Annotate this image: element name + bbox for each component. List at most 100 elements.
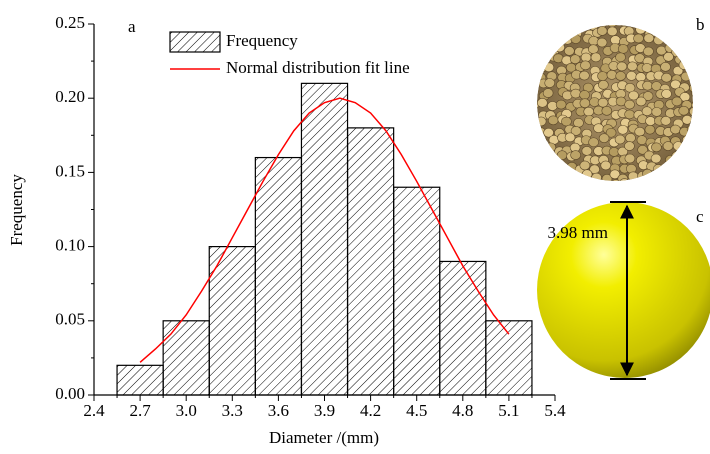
seed — [564, 25, 576, 26]
seed — [682, 162, 693, 173]
seed — [547, 115, 559, 126]
seed — [689, 83, 693, 93]
seed — [543, 62, 555, 73]
seed — [691, 134, 693, 145]
seed — [545, 142, 557, 153]
seed — [689, 106, 693, 117]
seed — [692, 172, 693, 181]
seed — [672, 171, 684, 181]
seed — [678, 105, 690, 116]
seed — [660, 62, 671, 72]
seed — [591, 172, 602, 181]
seed — [660, 115, 672, 126]
seed — [664, 43, 676, 53]
seed — [665, 36, 676, 46]
seed — [525, 34, 535, 43]
x-tick-label: 5.1 — [498, 401, 519, 420]
seed — [535, 182, 545, 191]
seed — [554, 26, 566, 37]
seed — [596, 26, 608, 36]
seed — [642, 168, 653, 179]
seed — [562, 28, 573, 39]
seed — [537, 109, 538, 119]
seed — [542, 88, 554, 98]
seed — [570, 173, 582, 181]
seed — [557, 183, 567, 192]
seed — [641, 63, 653, 73]
seed — [662, 141, 674, 151]
seed — [601, 106, 613, 116]
seed — [561, 116, 572, 127]
seed — [570, 150, 581, 160]
seed — [582, 25, 593, 28]
seed — [605, 127, 617, 138]
seed — [538, 38, 550, 48]
fit-line — [139, 97, 510, 363]
seed — [629, 25, 641, 28]
seed — [661, 89, 672, 99]
seed — [537, 78, 540, 89]
seed — [671, 96, 683, 107]
seed — [537, 153, 546, 164]
seed — [570, 126, 582, 136]
seed — [537, 153, 541, 164]
seed — [539, 26, 551, 36]
seed — [537, 160, 538, 171]
seed — [664, 181, 674, 190]
seed — [690, 159, 693, 170]
seed — [569, 54, 581, 65]
seed — [537, 28, 538, 38]
seed — [537, 97, 548, 108]
x-axis-label: Diameter /(mm) — [269, 428, 379, 447]
panel-label: c — [696, 207, 704, 226]
seed — [637, 145, 648, 155]
seed — [564, 182, 574, 191]
seed — [636, 135, 648, 145]
seed — [672, 141, 684, 151]
seed — [538, 47, 550, 58]
seed — [597, 97, 609, 108]
y-tick-label: 0.15 — [55, 161, 85, 180]
seed — [672, 25, 683, 28]
seed — [635, 96, 647, 107]
seed — [570, 34, 582, 44]
seed — [537, 160, 549, 171]
seed — [651, 142, 662, 153]
seed — [651, 173, 662, 181]
seed — [627, 61, 638, 72]
seed — [537, 63, 540, 73]
seed — [643, 177, 654, 181]
seed — [624, 141, 635, 151]
bar — [300, 82, 349, 396]
seed — [682, 135, 693, 145]
seed — [669, 28, 681, 39]
seed — [661, 72, 672, 83]
seed — [570, 182, 580, 191]
seed — [554, 42, 565, 53]
seed — [600, 160, 612, 171]
bar — [393, 186, 441, 396]
seed — [545, 33, 557, 44]
seed — [596, 37, 608, 48]
seed — [564, 132, 576, 143]
bar — [346, 127, 395, 396]
seed — [624, 99, 635, 110]
seed — [537, 45, 538, 55]
x-tick-label: 3.9 — [314, 401, 335, 420]
seed — [543, 127, 554, 138]
seed — [588, 44, 599, 55]
seed — [610, 35, 621, 45]
seed — [689, 39, 693, 49]
seed — [583, 180, 595, 181]
seed — [538, 53, 549, 64]
x-tick-label: 3.6 — [268, 401, 289, 420]
seed — [617, 44, 629, 54]
seed — [646, 25, 657, 27]
seed — [681, 25, 693, 26]
seed — [691, 73, 693, 83]
seed — [552, 169, 563, 179]
seed — [692, 143, 693, 154]
seed — [665, 155, 676, 165]
seed — [624, 109, 635, 120]
seed — [619, 178, 630, 181]
